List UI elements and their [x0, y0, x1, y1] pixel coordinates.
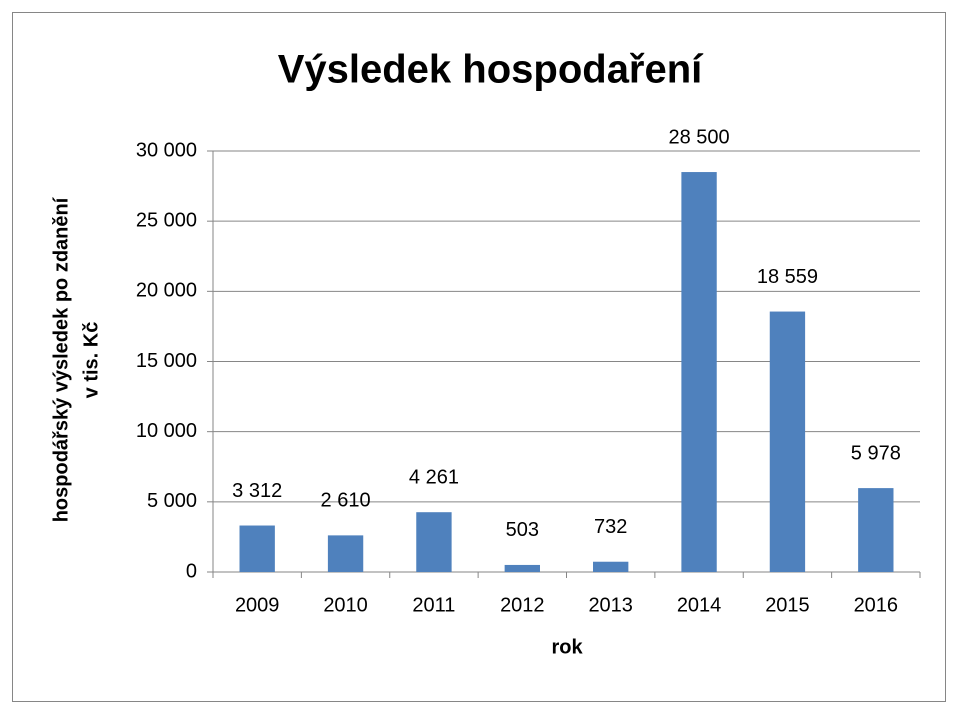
chart-title: Výsledek hospodaření	[278, 48, 704, 92]
data-label: 5 978	[851, 442, 901, 464]
bar	[416, 512, 452, 572]
x-tick-label: 2014	[677, 594, 722, 616]
x-tick-label: 2009	[235, 594, 280, 616]
x-tick-label: 2015	[765, 594, 810, 616]
bar	[239, 525, 275, 572]
y-tick-label: 30 000	[136, 139, 197, 161]
y-axis-title: v tis. Kč	[80, 322, 102, 399]
data-label: 18 559	[757, 266, 818, 288]
y-axis-title: hospodářský výsledek po zdanění	[50, 196, 72, 522]
x-tick-label: 2010	[323, 594, 368, 616]
y-tick-label: 15 000	[136, 350, 197, 372]
data-label: 732	[594, 516, 627, 538]
y-tick-label: 20 000	[136, 280, 197, 302]
x-tick-label: 2011	[412, 594, 455, 616]
bar	[593, 561, 629, 572]
x-tick-label: 2016	[854, 594, 899, 616]
bar	[769, 311, 806, 572]
bar	[504, 564, 540, 572]
data-label: 3 312	[232, 480, 282, 502]
x-tick-label: 2012	[500, 594, 545, 616]
x-tick-label: 2013	[588, 594, 633, 616]
y-tick-label: 5 000	[147, 490, 197, 512]
bar	[327, 535, 364, 572]
bar	[858, 488, 894, 572]
x-axis-title: rok	[551, 636, 583, 658]
data-label: 28 500	[668, 126, 729, 148]
y-tick-label: 10 000	[136, 420, 197, 442]
data-label: 4 261	[409, 466, 459, 488]
y-tick-label: 0	[186, 560, 197, 582]
bar	[681, 172, 717, 573]
data-label: 503	[506, 519, 539, 541]
y-tick-label: 25 000	[136, 209, 197, 231]
data-label: 2 610	[321, 490, 371, 512]
